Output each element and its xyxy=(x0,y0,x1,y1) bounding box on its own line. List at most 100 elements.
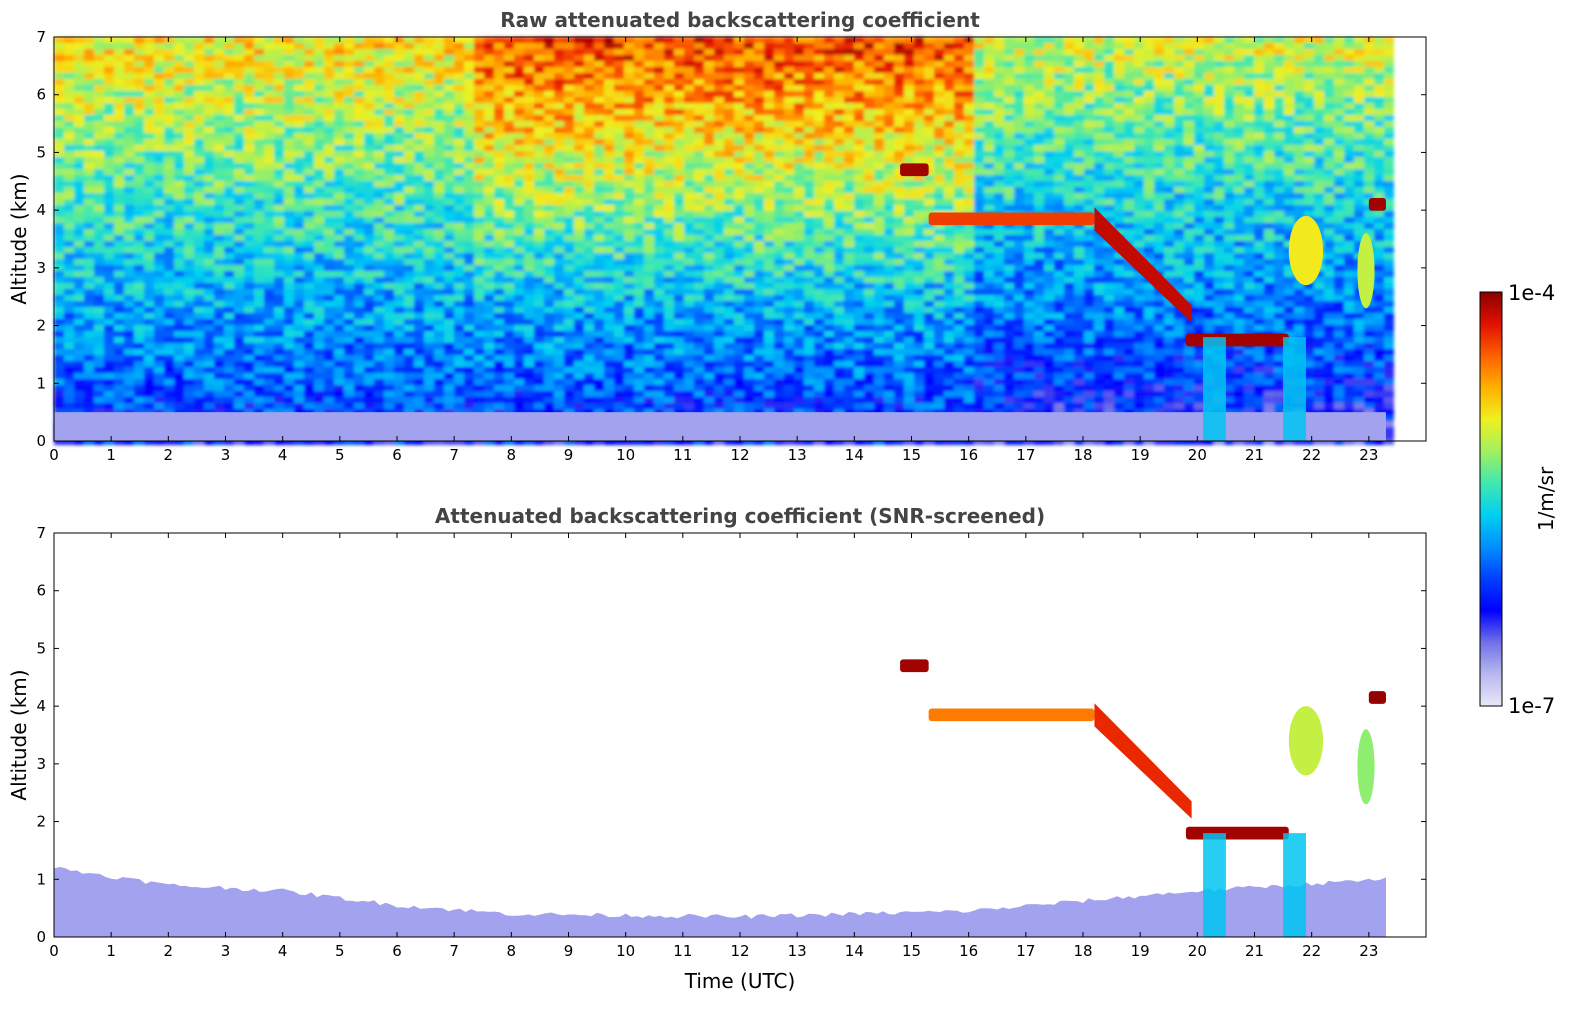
signal-cell xyxy=(694,247,704,253)
signal-cell xyxy=(204,157,214,163)
signal-cell xyxy=(634,73,644,79)
signal-cell xyxy=(454,67,464,73)
signal-cell xyxy=(394,409,404,415)
signal-cell xyxy=(534,325,544,331)
signal-cell xyxy=(334,403,344,409)
signal-cell xyxy=(104,337,114,343)
signal-cell xyxy=(164,319,174,325)
signal-cell xyxy=(594,163,604,169)
signal-cell xyxy=(284,151,294,157)
signal-cell xyxy=(464,115,474,121)
signal-cell xyxy=(654,133,664,139)
signal-cell xyxy=(564,157,574,163)
signal-cell xyxy=(54,343,64,349)
signal-cell xyxy=(494,49,504,55)
signal-cell xyxy=(254,337,264,343)
signal-cell xyxy=(784,61,794,67)
signal-cell xyxy=(654,241,664,247)
signal-cell xyxy=(54,217,64,223)
signal-cell xyxy=(374,265,384,271)
signal-cell xyxy=(274,103,284,109)
signal-cell xyxy=(124,133,134,139)
signal-cell xyxy=(304,109,314,115)
signal-cell xyxy=(454,337,464,343)
signal-cell xyxy=(454,151,464,157)
signal-cell xyxy=(684,223,694,229)
signal-cell xyxy=(164,145,174,151)
signal-cell xyxy=(624,199,634,205)
signal-cell xyxy=(454,283,464,289)
signal-cell xyxy=(54,145,64,151)
signal-cell xyxy=(274,229,284,235)
signal-cell xyxy=(234,109,244,115)
signal-cell xyxy=(744,409,754,415)
signal-cell xyxy=(84,211,94,217)
signal-cell xyxy=(154,307,164,313)
signal-cell xyxy=(314,223,324,229)
signal-cell xyxy=(334,241,344,247)
signal-cell xyxy=(114,217,124,223)
signal-cell xyxy=(414,163,424,169)
signal-cell xyxy=(74,271,84,277)
signal-cell xyxy=(274,439,284,445)
signal-cell xyxy=(554,121,564,127)
signal-cell xyxy=(294,115,304,121)
signal-cell xyxy=(94,391,104,397)
signal-cell xyxy=(434,193,444,199)
signal-cell xyxy=(204,187,214,193)
signal-cell xyxy=(684,361,694,367)
signal-cell xyxy=(194,439,204,445)
signal-cell xyxy=(434,139,444,145)
signal-cell xyxy=(144,73,154,79)
signal-cell xyxy=(504,271,514,277)
signal-cell xyxy=(284,391,294,397)
signal-cell xyxy=(654,337,664,343)
signal-cell xyxy=(244,403,254,409)
signal-cell xyxy=(484,217,494,223)
signal-cell xyxy=(144,283,154,289)
signal-cell xyxy=(604,295,614,301)
signal-cell xyxy=(184,97,194,103)
signal-cell xyxy=(304,337,314,343)
signal-cell xyxy=(694,241,704,247)
signal-cell xyxy=(394,55,404,61)
signal-cell xyxy=(194,229,204,235)
signal-cell xyxy=(534,181,544,187)
signal-cell xyxy=(464,211,474,217)
signal-cell xyxy=(144,115,154,121)
signal-cell xyxy=(244,151,254,157)
signal-cell xyxy=(274,85,284,91)
signal-cell xyxy=(134,283,144,289)
signal-cell xyxy=(344,349,354,355)
signal-cell xyxy=(334,343,344,349)
signal-cell xyxy=(414,115,424,121)
signal-cell xyxy=(84,85,94,91)
signal-cell xyxy=(514,199,524,205)
signal-cell xyxy=(244,73,254,79)
signal-cell xyxy=(534,139,544,145)
signal-cell xyxy=(314,163,324,169)
signal-cell xyxy=(554,385,564,391)
signal-cell xyxy=(84,145,94,151)
signal-cell xyxy=(574,247,584,253)
signal-cell xyxy=(754,103,764,109)
signal-cell xyxy=(714,121,724,127)
signal-cell xyxy=(634,151,644,157)
signal-cell xyxy=(194,259,204,265)
signal-cell xyxy=(754,253,764,259)
signal-cell xyxy=(474,253,484,259)
signal-cell xyxy=(704,49,714,55)
signal-cell xyxy=(94,97,104,103)
signal-cell xyxy=(664,379,674,385)
signal-cell xyxy=(224,187,234,193)
signal-cell xyxy=(634,49,644,55)
signal-cell xyxy=(654,55,664,61)
signal-cell xyxy=(644,271,654,277)
signal-cell xyxy=(644,85,654,91)
signal-cell xyxy=(154,43,164,49)
signal-cell xyxy=(534,373,544,379)
signal-cell xyxy=(284,385,294,391)
signal-cell xyxy=(274,283,284,289)
signal-cell xyxy=(584,55,594,61)
signal-cell xyxy=(604,241,614,247)
